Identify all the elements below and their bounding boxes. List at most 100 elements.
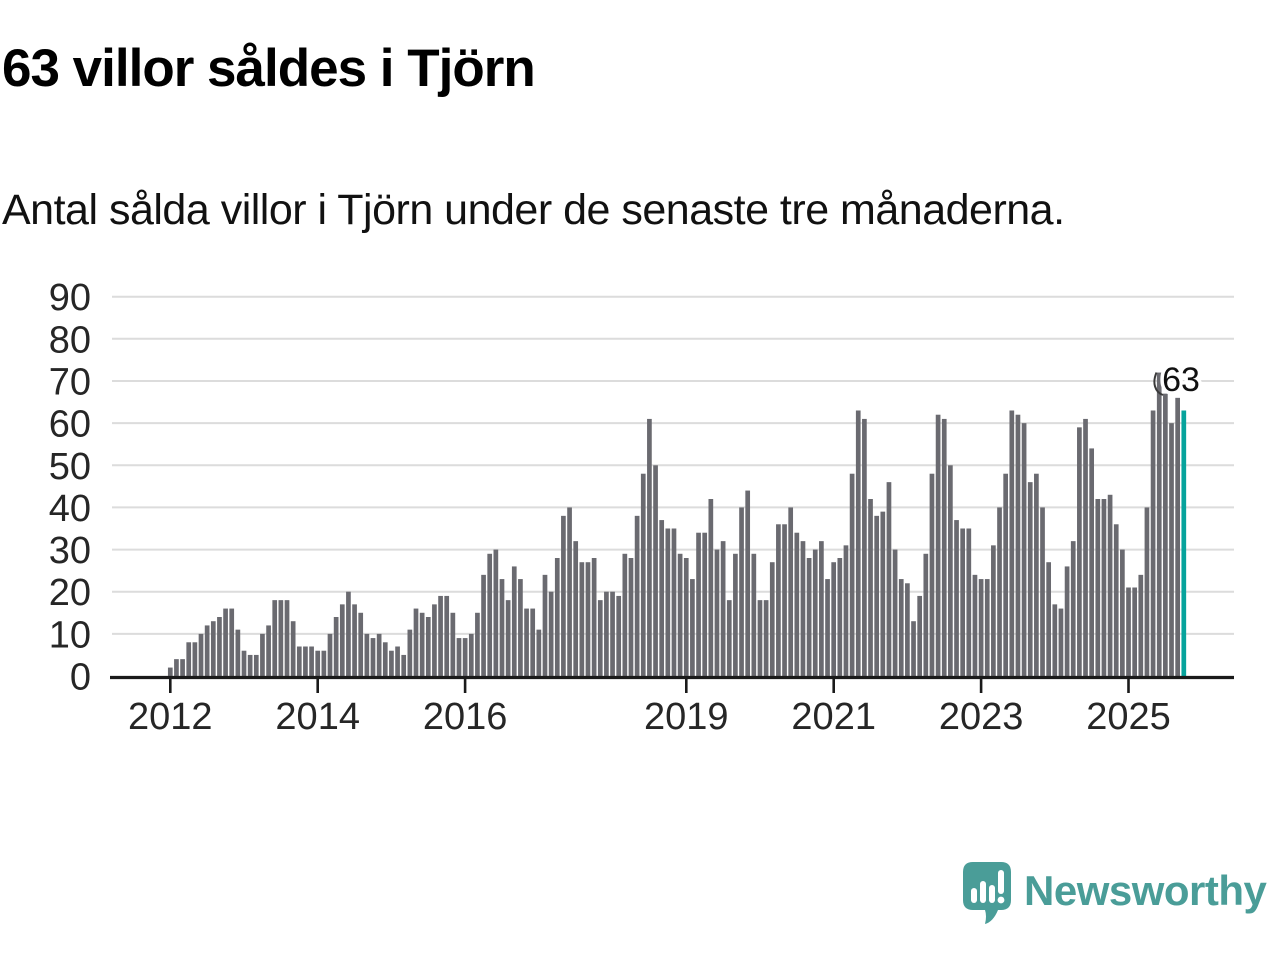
- bar: [647, 418, 652, 676]
- bar: [272, 600, 278, 676]
- bar-series: [167, 372, 1187, 676]
- bar: [1003, 473, 1009, 676]
- bar: [800, 541, 806, 676]
- bar: [395, 646, 400, 676]
- bar: [1021, 423, 1027, 676]
- bar: [898, 579, 904, 676]
- bar: [524, 608, 529, 676]
- y-tick-label-60: 60: [49, 404, 91, 446]
- bar: [628, 558, 634, 676]
- bar: [1077, 427, 1082, 676]
- bar: [585, 562, 591, 676]
- x-tick-label-2023: 2023: [939, 696, 1024, 738]
- bar: [450, 612, 456, 676]
- bar: [1150, 410, 1156, 676]
- bar: [235, 629, 241, 676]
- bar: [714, 549, 720, 676]
- bar: [210, 621, 216, 676]
- bar: [751, 553, 757, 676]
- bar: [407, 629, 413, 676]
- bar: [733, 553, 738, 676]
- bar: [247, 654, 253, 676]
- logo-chart-bar-3: [989, 885, 995, 903]
- bar: [561, 515, 566, 676]
- bar: [966, 528, 972, 676]
- bar: [548, 591, 554, 676]
- x-axis-ticks: [169, 679, 1130, 693]
- bar: [493, 549, 499, 676]
- bar: [622, 553, 628, 676]
- y-tick-label-20: 20: [49, 572, 91, 614]
- bar: [432, 604, 437, 676]
- y-tick-label-10: 10: [49, 614, 91, 656]
- bar: [198, 633, 204, 676]
- bar: [825, 579, 830, 676]
- bar: [1046, 562, 1052, 676]
- bar: [1027, 482, 1033, 676]
- bar: [217, 617, 222, 676]
- logo-chart-bar-2: [980, 881, 986, 903]
- bar: [1169, 423, 1174, 676]
- bar: [929, 473, 935, 676]
- bar: [260, 633, 265, 676]
- bar: [573, 541, 579, 676]
- bar: [745, 490, 751, 676]
- bar: [413, 608, 419, 676]
- bar: [241, 650, 247, 676]
- bar: [1113, 524, 1119, 676]
- bar: [425, 617, 431, 676]
- logo-chart-bar-1: [971, 888, 977, 903]
- bar: [911, 621, 916, 676]
- bar: [290, 621, 296, 676]
- annotation-leader-line: [1153, 372, 1164, 396]
- bar: [905, 583, 910, 676]
- bar: [634, 515, 640, 676]
- bar: [1175, 397, 1180, 676]
- bar: [1107, 494, 1113, 676]
- bar: [333, 617, 339, 676]
- bar: [1163, 393, 1168, 676]
- bar: [868, 499, 873, 676]
- bar: [739, 507, 744, 676]
- bar: [837, 558, 843, 676]
- bar: [972, 574, 978, 676]
- bar: [690, 579, 695, 676]
- bar: [511, 566, 517, 676]
- bar: [327, 633, 333, 676]
- bar: [303, 646, 308, 676]
- bar: [849, 473, 855, 676]
- bar: [763, 600, 769, 676]
- bar: [616, 595, 622, 676]
- bar: [174, 659, 179, 676]
- bar: [653, 465, 658, 676]
- bar: [677, 553, 683, 676]
- bar: [554, 558, 560, 676]
- bar: [229, 608, 235, 676]
- bar: [1064, 566, 1070, 676]
- bar: [917, 595, 923, 676]
- bar: [665, 528, 671, 676]
- bar: [542, 574, 548, 676]
- bar: [696, 532, 701, 676]
- x-tick-label-2014: 2014: [275, 696, 360, 738]
- bar: [204, 625, 210, 676]
- last-value-annotation: 63: [1162, 361, 1200, 399]
- bar: [487, 553, 493, 676]
- bar: [1156, 372, 1162, 676]
- bar: [389, 650, 394, 676]
- bar: [1015, 414, 1021, 676]
- bar: [358, 612, 364, 676]
- bar: [806, 558, 812, 676]
- bar: [364, 633, 370, 676]
- bar: [192, 642, 198, 676]
- bar: [1034, 473, 1039, 676]
- bar: [536, 629, 542, 676]
- bar: [339, 604, 345, 676]
- bar: [1083, 418, 1088, 676]
- bar: [812, 549, 818, 676]
- y-tick-label-40: 40: [49, 488, 91, 530]
- bar: [892, 549, 898, 676]
